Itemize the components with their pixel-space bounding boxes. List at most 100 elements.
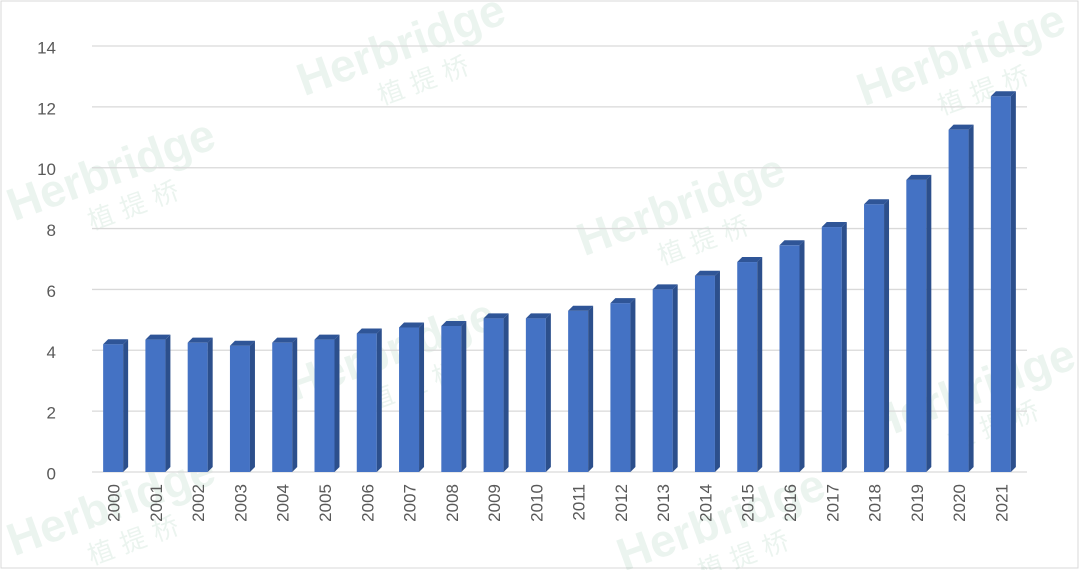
y-tick-label: 2 — [47, 404, 56, 423]
bar-face — [694, 270, 720, 276]
bar-face — [249, 340, 255, 472]
bar-face — [103, 339, 129, 345]
bar-face — [123, 339, 129, 472]
bar-face — [483, 318, 504, 472]
bar-face — [545, 313, 551, 472]
bar — [906, 174, 932, 472]
x-tick-label: 2004 — [274, 484, 293, 522]
bar-face — [207, 337, 213, 472]
bar-face — [314, 339, 335, 472]
x-tick-label: 2002 — [189, 484, 208, 522]
x-tick-label: 2006 — [358, 484, 377, 522]
bar-face — [799, 240, 805, 472]
bar — [483, 313, 509, 472]
x-tick-label: 2015 — [739, 484, 758, 522]
bar-face — [948, 129, 969, 472]
bar-face — [503, 313, 509, 472]
bar — [948, 124, 974, 472]
bar — [441, 320, 467, 472]
bar-face — [884, 199, 890, 472]
x-tick-label: 2009 — [485, 484, 504, 522]
bar — [399, 322, 425, 472]
bar-face — [356, 333, 377, 472]
bar-face — [568, 310, 589, 472]
bar-face — [672, 284, 678, 472]
x-tick-label: 2017 — [823, 484, 842, 522]
bar-face — [714, 270, 720, 472]
bar-face — [292, 337, 298, 472]
bar — [694, 270, 720, 472]
bar — [990, 91, 1016, 472]
bar-face — [376, 328, 382, 472]
x-tick-label: 2020 — [950, 484, 969, 522]
x-tick-label: 2018 — [866, 484, 885, 522]
bar-face — [165, 334, 171, 472]
bar-face — [779, 240, 805, 246]
bar — [314, 334, 340, 472]
bar — [145, 334, 171, 472]
bar-face — [779, 245, 800, 472]
bar-face — [588, 305, 594, 472]
bar — [187, 337, 213, 472]
bar-face — [441, 325, 462, 472]
bar — [779, 240, 805, 472]
bar — [229, 340, 255, 472]
y-tick-label: 4 — [47, 343, 56, 362]
bar-face — [314, 334, 340, 340]
bar-face — [441, 320, 467, 326]
bar-face — [990, 96, 1011, 472]
bar-face — [229, 345, 250, 472]
bar-face — [525, 318, 546, 472]
x-tick-label: 2012 — [612, 484, 631, 522]
x-tick-label: 2021 — [992, 484, 1011, 522]
bar-face — [229, 340, 255, 346]
x-tick-label: 2014 — [696, 484, 715, 522]
x-tick-label: 2016 — [781, 484, 800, 522]
bar-face — [841, 222, 847, 472]
bar — [272, 337, 298, 472]
bar — [821, 222, 847, 472]
bar — [356, 328, 382, 472]
bar-face — [652, 284, 678, 290]
bar-face — [821, 222, 847, 228]
bar-face — [483, 313, 509, 319]
bar-face — [968, 124, 974, 472]
bar-face — [399, 322, 425, 328]
bar-face — [1010, 91, 1016, 472]
bar-face — [145, 339, 166, 472]
bar — [610, 298, 636, 472]
bar-face — [187, 342, 208, 472]
bar-face — [103, 344, 124, 472]
bar-face — [630, 298, 636, 472]
bar-face — [926, 174, 932, 472]
x-tick-label: 2003 — [231, 484, 250, 522]
x-tick-label: 2005 — [316, 484, 335, 522]
y-tick-label: 0 — [47, 464, 56, 483]
bar-face — [652, 289, 673, 472]
x-tick-label: 2001 — [147, 484, 166, 522]
bar-face — [864, 199, 890, 205]
bar — [568, 305, 594, 472]
bar-face — [272, 342, 293, 472]
bar-face — [419, 322, 425, 472]
x-tick-label: 2010 — [527, 484, 546, 522]
bar — [525, 313, 551, 472]
x-tick-label: 2007 — [401, 484, 420, 522]
bar-face — [948, 124, 974, 130]
bar-face — [334, 334, 340, 472]
bar-face — [568, 305, 594, 311]
bar-face — [864, 204, 885, 472]
bar-face — [757, 257, 763, 472]
x-tick-label: 2013 — [654, 484, 673, 522]
bar-face — [990, 91, 1016, 97]
bar-face — [272, 337, 298, 343]
x-tick-label: 2000 — [105, 484, 124, 522]
bar-face — [694, 275, 715, 472]
y-tick-label: 6 — [47, 282, 56, 301]
bar-face — [610, 298, 636, 304]
bar-face — [821, 227, 842, 472]
x-tick-label: 2011 — [570, 484, 589, 521]
bar-face — [356, 328, 382, 334]
bar — [737, 257, 763, 472]
y-tick-label: 10 — [37, 160, 56, 179]
